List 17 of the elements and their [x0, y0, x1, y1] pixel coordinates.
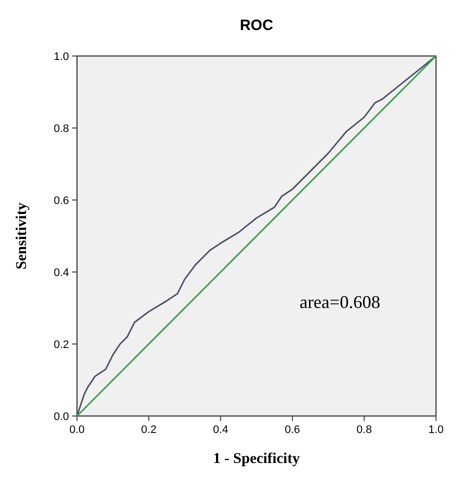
- x-tick-label: 0.2: [141, 424, 156, 436]
- annotation: area=0.608: [300, 292, 380, 312]
- y-tick-label: 0.6: [54, 195, 69, 207]
- y-tick-label: 0.8: [54, 123, 69, 135]
- x-tick-label: 0.4: [212, 424, 228, 436]
- x-tick-label: 0.0: [69, 424, 85, 436]
- y-tick-label: 1.0: [54, 51, 69, 63]
- x-tick-label: 0.6: [284, 424, 300, 436]
- x-tick-label: 1.0: [428, 424, 444, 436]
- y-tick-label: 0.4: [54, 267, 69, 279]
- y-tick-label: 0.2: [54, 339, 69, 351]
- line-series: [76, 55, 437, 417]
- x-tick-label: 0.8: [356, 424, 372, 436]
- y-axis-title: Sensitivity: [14, 202, 30, 270]
- x-axis-title: 1 - Specificity: [213, 451, 300, 467]
- y-tick-label: 0.0: [54, 411, 69, 423]
- chart-title: ROC: [240, 17, 274, 34]
